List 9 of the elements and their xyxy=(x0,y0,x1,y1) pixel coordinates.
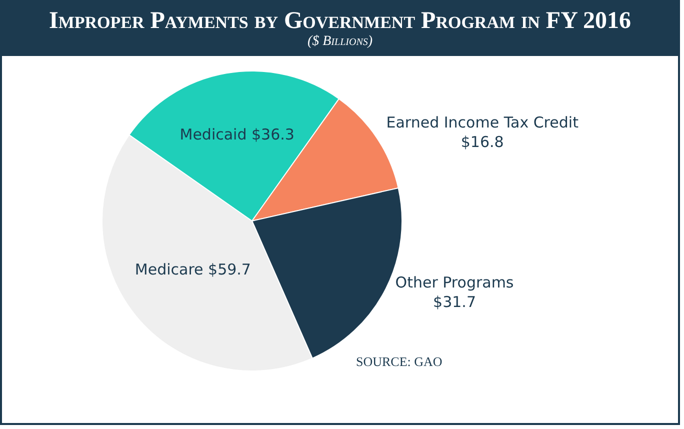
slice-label: Other Programs xyxy=(395,274,514,292)
slice-label: Earned Income Tax Credit xyxy=(386,113,579,132)
chart-title: Improper Payments by Government Program in FY 2016 xyxy=(48,8,632,34)
source-note: SOURCE: GAO xyxy=(356,354,442,369)
chart-subtitle: ($ Billions) xyxy=(306,34,374,50)
data-label: $31.7 xyxy=(433,293,476,312)
data-label: $16.8 xyxy=(460,132,504,151)
slice-label: Medicare $59.7 xyxy=(134,260,251,278)
slice-label: Medicaid $36.3 xyxy=(180,126,294,144)
